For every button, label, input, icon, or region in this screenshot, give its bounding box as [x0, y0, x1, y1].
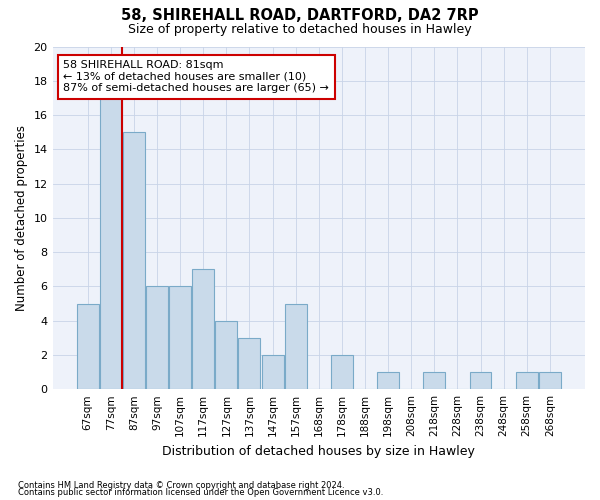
X-axis label: Distribution of detached houses by size in Hawley: Distribution of detached houses by size … [163, 444, 475, 458]
Bar [377, 372, 399, 389]
Text: Contains HM Land Registry data © Crown copyright and database right 2024.: Contains HM Land Registry data © Crown c… [18, 480, 344, 490]
Bar [100, 64, 122, 389]
Text: Contains public sector information licensed under the Open Government Licence v3: Contains public sector information licen… [18, 488, 383, 497]
Bar [539, 372, 561, 389]
Bar [331, 355, 353, 389]
Bar [215, 320, 238, 389]
Bar [192, 269, 214, 389]
Bar [169, 286, 191, 389]
Text: 58, SHIREHALL ROAD, DARTFORD, DA2 7RP: 58, SHIREHALL ROAD, DARTFORD, DA2 7RP [121, 8, 479, 22]
Bar [262, 355, 284, 389]
Bar [284, 304, 307, 389]
Bar [424, 372, 445, 389]
Bar [516, 372, 538, 389]
Bar [123, 132, 145, 389]
Bar [238, 338, 260, 389]
Bar [77, 304, 98, 389]
Text: Size of property relative to detached houses in Hawley: Size of property relative to detached ho… [128, 22, 472, 36]
Text: 58 SHIREHALL ROAD: 81sqm
← 13% of detached houses are smaller (10)
87% of semi-d: 58 SHIREHALL ROAD: 81sqm ← 13% of detach… [63, 60, 329, 94]
Y-axis label: Number of detached properties: Number of detached properties [15, 125, 28, 311]
Bar [470, 372, 491, 389]
Bar [146, 286, 168, 389]
